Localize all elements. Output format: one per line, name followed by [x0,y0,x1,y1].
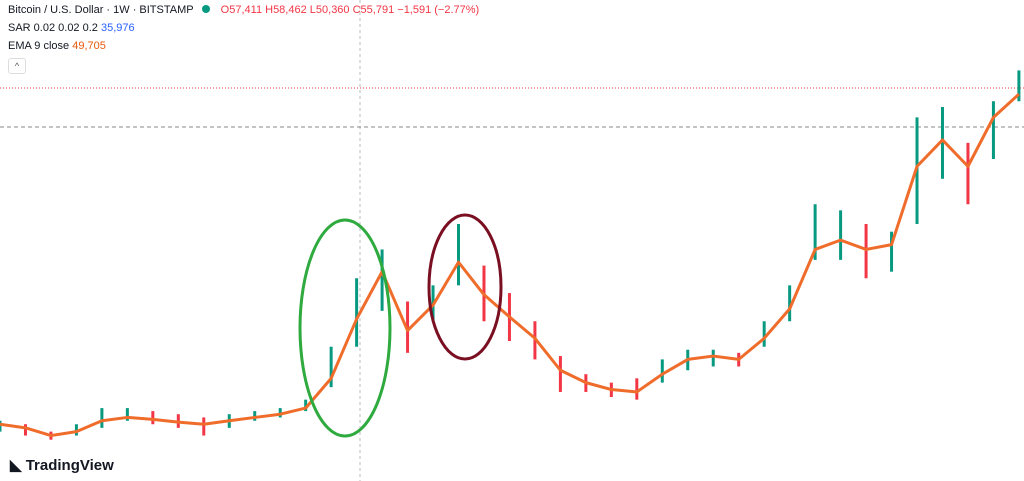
indicator-name: SAR 0.02 0.02 0.2 [8,22,98,34]
open: O57,411 [220,4,263,16]
close: C55,791 [352,4,395,16]
brand-text: TradingView [25,457,114,474]
highlight-circle [427,213,503,361]
legend-main: Bitcoin / U.S. Dollar · 1W · BITSTAMP O5… [8,4,479,16]
low: L50,360 [309,4,350,16]
high: H58,462 [265,4,307,16]
indicator-value: 35,976 [100,22,135,34]
collapse-button[interactable]: ^ [8,58,26,74]
legend-ema: EMA 9 close 49,705 [8,40,106,52]
highlight-circle [298,218,392,438]
indicator-name: EMA 9 close [8,40,70,52]
status-dot [201,5,210,13]
brand: ◣ TradingView [10,457,114,474]
symbol: Bitcoin / U.S. Dollar · 1W · BITSTAMP [8,4,194,16]
indicator-value: 49,705 [72,40,106,52]
ema-line [0,93,1020,438]
change: −1,591 (−2.77%) [397,4,480,16]
legend-sar: SAR 0.02 0.02 0.2 35,976 [8,22,135,34]
